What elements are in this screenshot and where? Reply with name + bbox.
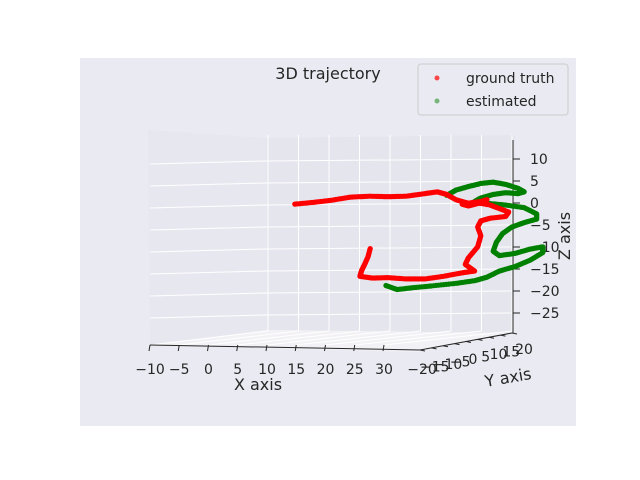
legend: ground truth estimated: [417, 63, 569, 116]
z-gridline-left: [149, 160, 267, 165]
z-tick-label: 0: [530, 196, 539, 212]
y-tick: [511, 332, 518, 335]
data-points: [292, 179, 546, 293]
z-gridline-left: [149, 270, 267, 275]
legend-marker-estimated: [434, 98, 440, 104]
y-tick-label: −10: [433, 357, 463, 373]
y-tick-label: −5: [450, 355, 471, 371]
y-tick: [431, 347, 437, 350]
x-axis-label: X axis: [234, 375, 282, 394]
y-tick-label: 10: [490, 347, 508, 363]
z-gridline-left: [149, 204, 267, 209]
y-tick: [500, 334, 506, 337]
y-tick: [454, 343, 460, 346]
legend-marker-ground-truth: [434, 75, 440, 81]
x-gridline-floor: [237, 330, 360, 346]
x-tick: [177, 344, 180, 352]
z-tick-label: −20: [530, 284, 560, 300]
x-gridline-floor: [149, 330, 269, 346]
x-tick-label: 25: [346, 362, 364, 378]
axes-panes: [148, 130, 515, 352]
z-tick-label: −25: [530, 306, 560, 322]
x-tick: [382, 344, 385, 352]
estimated-point: [383, 282, 389, 289]
x-tick: [148, 344, 151, 352]
x-tick: [265, 344, 268, 352]
x-tick-label: 0: [204, 362, 213, 378]
y-tick-label: 20: [515, 342, 533, 358]
z-gridline-left: [149, 182, 267, 187]
x-tick: [294, 344, 297, 352]
x-gridline-floor: [179, 330, 299, 346]
z-gridline-left: [149, 292, 267, 297]
legend-frame: [417, 63, 569, 116]
z-gridline-left: [149, 248, 267, 253]
z-tick-label: 10: [530, 152, 548, 168]
z-tick-label: 5: [530, 174, 539, 190]
x-tick-label: −5: [169, 362, 190, 378]
x-gridline-floor: [354, 330, 482, 346]
x-gridline-floor: [266, 330, 391, 346]
y-tick-label: 5: [481, 350, 490, 366]
ground-truth-point: [367, 246, 373, 252]
y-tick: [477, 338, 483, 341]
x-gridline-floor: [296, 330, 421, 346]
x-tick-label: 20: [317, 362, 335, 378]
z-tick-label: −15: [530, 262, 560, 278]
y-tick: [465, 341, 472, 343]
x-tick-label: −10: [135, 362, 165, 378]
x-tick: [236, 344, 239, 352]
y-tick: [488, 336, 495, 339]
x-gridline-floor: [208, 330, 330, 346]
x-axis-line: [149, 344, 421, 351]
legend-label-estimated: estimated: [466, 94, 537, 110]
y-tick: [419, 349, 426, 352]
x-gridline-floor: [383, 330, 513, 346]
x-gridline-floor: [325, 330, 452, 346]
y-tick-label: −20: [407, 362, 437, 378]
y-tick-label: 0: [469, 352, 478, 368]
y-tick-label: 15: [502, 345, 520, 361]
y-tick: [442, 345, 449, 348]
legend-label-ground-truth: ground truth: [466, 71, 554, 87]
x-tick-label: 15: [287, 362, 305, 378]
tick-marks: [148, 158, 520, 352]
z-axis-label: Z axis: [555, 212, 574, 260]
x-tick: [207, 344, 209, 352]
x-tick-label: 5: [233, 362, 242, 378]
x-tick: [353, 344, 356, 352]
x-tick-label: 30: [375, 362, 393, 378]
x-tick: [324, 344, 326, 352]
y-tick-label: −15: [420, 360, 450, 376]
z-gridline-left: [149, 226, 267, 231]
x-tick-label: 10: [258, 362, 276, 378]
chart-title: 3D trajectory: [275, 64, 380, 83]
z-gridline-left: [149, 314, 267, 319]
